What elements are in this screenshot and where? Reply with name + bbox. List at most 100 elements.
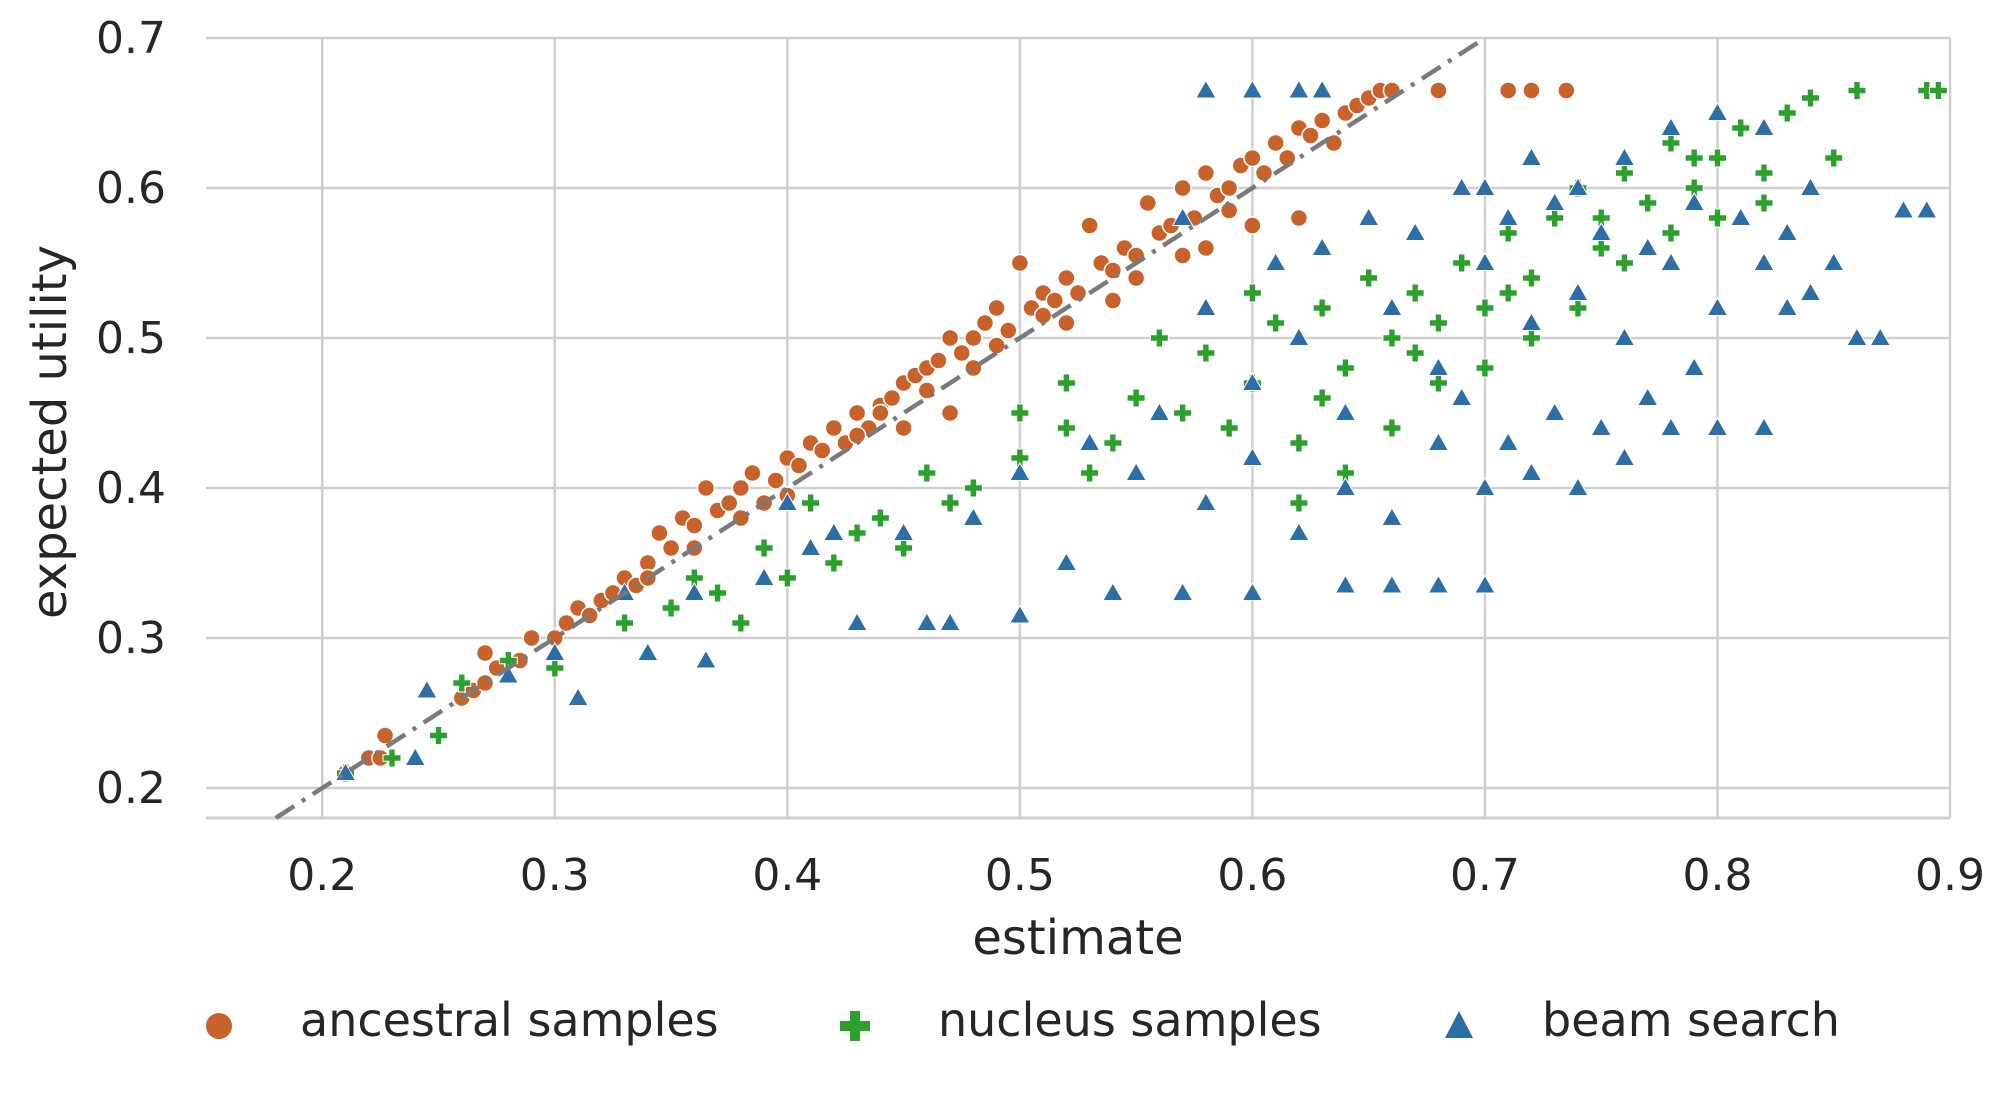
- y-tick-label: 0.7: [96, 13, 166, 64]
- ancestral-point: [719, 493, 739, 513]
- beam-point: [1381, 506, 1403, 526]
- nucleus-point: [708, 583, 728, 603]
- nucleus-point: [1498, 223, 1518, 243]
- nucleus-point: [1289, 433, 1309, 453]
- x-tick-label: 0.8: [1682, 850, 1752, 901]
- nucleus-point: [1312, 388, 1332, 408]
- beam-point: [1497, 431, 1520, 451]
- beam-point: [1729, 206, 1752, 226]
- beam-point: [1613, 446, 1636, 466]
- ancestral-point: [1219, 178, 1239, 198]
- legend-triangle-marker: [1445, 1011, 1473, 1038]
- nucleus-point: [963, 478, 983, 498]
- nucleus-point: [661, 598, 681, 618]
- ancestral-point: [1103, 291, 1123, 310]
- series-plus: [336, 81, 1948, 783]
- beam-point: [1288, 326, 1310, 346]
- beam-point: [1427, 574, 1450, 594]
- nucleus-point: [1080, 463, 1100, 483]
- y-tick-label: 0.6: [96, 163, 166, 214]
- x-tick-label: 0.2: [287, 850, 357, 901]
- ancestral-point: [743, 463, 762, 483]
- beam-point: [497, 664, 520, 684]
- legend-circle-marker: [204, 1011, 234, 1041]
- x-axis-label: estimate: [972, 910, 1183, 966]
- beam-point: [1706, 101, 1729, 121]
- beam-point: [962, 506, 985, 526]
- nucleus-point: [1312, 298, 1332, 318]
- beam-point: [776, 491, 799, 511]
- beam-point: [416, 679, 438, 699]
- beam-point: [799, 536, 822, 556]
- nucleus-point: [1777, 103, 1797, 123]
- beam-point: [1009, 604, 1031, 624]
- beam-point: [1753, 251, 1775, 271]
- beam-point: [1474, 574, 1496, 594]
- ancestral-point: [685, 516, 704, 535]
- ancestral-point: [1557, 81, 1576, 100]
- beam-point: [1334, 574, 1357, 594]
- nucleus-point: [382, 748, 402, 768]
- beam-point: [1683, 356, 1706, 376]
- beam-point: [1241, 79, 1264, 99]
- beam-point: [695, 649, 717, 669]
- beam-point: [683, 581, 706, 601]
- beam-point: [915, 611, 938, 631]
- beam-point: [1915, 199, 1938, 219]
- nucleus-point: [1521, 328, 1541, 348]
- beam-point: [1683, 191, 1706, 211]
- beam-point: [567, 686, 589, 706]
- nucleus-point: [1591, 208, 1611, 228]
- beam-point: [1450, 386, 1473, 406]
- ancestral-point: [522, 628, 541, 648]
- beam-point: [1613, 146, 1636, 166]
- beam-point: [1055, 551, 1078, 571]
- beam-point: [1148, 401, 1171, 421]
- legend: ancestral samples nucleus samples beam s…: [204, 993, 1840, 1047]
- ancestral-point: [812, 441, 832, 460]
- beam-point: [1822, 251, 1845, 271]
- ancestral-point: [1196, 238, 1216, 258]
- beam-point: [636, 641, 659, 661]
- beam-point: [939, 611, 961, 631]
- beam-point: [1590, 416, 1613, 436]
- beam-point: [1567, 281, 1589, 301]
- nucleus-point: [1173, 403, 1193, 423]
- nucleus-point: [1405, 343, 1425, 363]
- beam-point: [1474, 476, 1496, 496]
- nucleus-point: [731, 613, 751, 633]
- nucleus-point: [1196, 343, 1216, 363]
- ancestral-point: [894, 418, 913, 438]
- reference-line: [274, 36, 1487, 820]
- ancestral-point: [475, 643, 495, 663]
- nucleus-point: [940, 493, 960, 513]
- ancestral-point: [987, 298, 1006, 318]
- series-triangle: [334, 79, 1938, 781]
- reference-line-group: [274, 36, 1487, 820]
- nucleus-point: [1219, 418, 1239, 438]
- y-tick-label: 0.3: [96, 613, 166, 664]
- beam-point: [1799, 176, 1822, 196]
- nucleus-point: [1754, 163, 1774, 183]
- nucleus-point: [1405, 283, 1425, 303]
- nucleus-point: [1382, 328, 1402, 348]
- ancestral-point: [1138, 193, 1158, 213]
- beam-point: [1381, 574, 1403, 594]
- grid: [206, 36, 1952, 818]
- nucleus-point: [1010, 403, 1030, 423]
- nucleus-point: [1754, 193, 1774, 213]
- beam-point: [1334, 401, 1357, 421]
- nucleus-point: [1545, 208, 1565, 228]
- nucleus-point: [1056, 418, 1076, 438]
- beam-point: [1427, 431, 1450, 451]
- ancestral-point: [1301, 126, 1320, 145]
- nucleus-point: [824, 553, 844, 573]
- ancestral-point: [1045, 291, 1064, 310]
- ancestral-point: [998, 321, 1018, 340]
- beam-point: [1613, 326, 1636, 346]
- x-tick-label: 0.6: [1217, 850, 1287, 901]
- beam-point: [1334, 476, 1357, 496]
- ancestral-point: [1266, 133, 1285, 153]
- beam-point: [1706, 416, 1729, 436]
